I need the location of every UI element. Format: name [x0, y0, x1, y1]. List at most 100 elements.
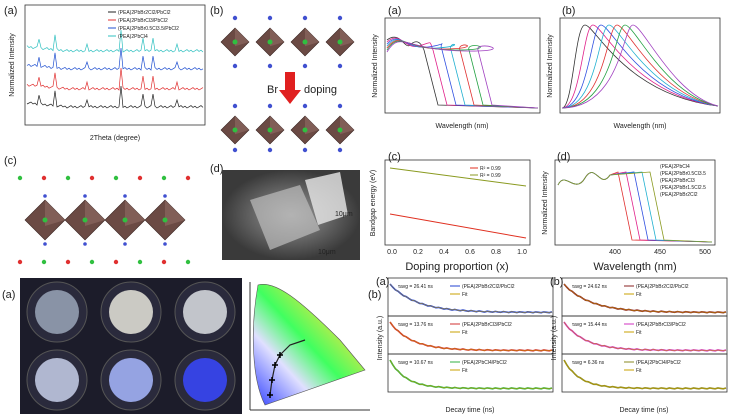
octahedron-face	[340, 116, 354, 135]
atom-pb	[232, 39, 238, 45]
atom-pb	[232, 127, 238, 133]
atom-pb	[337, 39, 343, 45]
curve	[561, 24, 719, 109]
atom	[302, 147, 308, 153]
x-tick-label: 0.6	[465, 249, 475, 256]
atom	[232, 147, 238, 153]
legend-entry: Fit	[636, 330, 642, 336]
atom	[123, 194, 127, 198]
atom	[267, 103, 273, 109]
plot-frame	[561, 353, 728, 393]
x-tick-label: 1.0	[517, 249, 527, 256]
x-tick-label: 450	[654, 249, 666, 256]
legend-entry: (PEA)2PbBrCl3/PbCl2	[118, 18, 168, 24]
curve	[386, 38, 539, 109]
octahedron-face	[340, 28, 354, 47]
curve	[561, 24, 719, 109]
atom	[41, 259, 47, 265]
curve	[561, 24, 719, 109]
plot-frame	[24, 4, 206, 126]
panel-label: (b)	[550, 276, 563, 288]
legend-entry: Fit	[636, 368, 642, 374]
atom-pb	[42, 217, 48, 223]
arrow-shaft	[285, 72, 295, 90]
legend-entry: (PEA)2PbBrCl3	[660, 178, 695, 184]
sample	[183, 290, 227, 334]
crystal	[250, 185, 320, 250]
curve	[26, 47, 204, 71]
curve	[389, 213, 527, 239]
plot-frame	[554, 159, 716, 246]
atom-pb	[302, 39, 308, 45]
legend-entry: R² = 0.99	[480, 173, 501, 179]
y-axis-label: Normalized Intensity	[372, 34, 379, 98]
atom	[163, 194, 167, 198]
legend-entry: (PEA)2PbBr0.5Cl3.5/PbCl2	[118, 26, 179, 32]
atom	[185, 259, 191, 265]
atom	[185, 175, 191, 181]
atom	[302, 15, 308, 21]
x-axis-label: Wavelength (nm)	[435, 123, 488, 130]
cie-point	[269, 377, 275, 383]
atom-pb	[162, 217, 168, 223]
legend-entry: Fit	[462, 330, 468, 336]
x-tick-label: 0.8	[491, 249, 501, 256]
atom	[337, 103, 343, 109]
atom	[89, 175, 95, 181]
legend-entry: (PEA)2PbCl4	[118, 34, 148, 40]
plot-frame	[384, 159, 531, 246]
curve	[26, 67, 204, 91]
panel-label: (c)	[388, 151, 401, 163]
curve	[26, 29, 204, 53]
octahedron-face	[165, 200, 185, 226]
y-axis-label: Normalized Intensity	[9, 33, 16, 97]
lifetime-label: τavg = 6.36 ns	[572, 360, 605, 366]
annotation: doping	[304, 84, 337, 96]
panel-label: (b)	[210, 5, 223, 17]
scale-bar-label: 10μm	[318, 249, 336, 256]
y-axis-label: Intensity (a.u.)	[377, 316, 384, 360]
x-tick-label: 0.2	[413, 249, 423, 256]
panel-label: (a)	[388, 5, 401, 17]
octahedron-face	[270, 28, 284, 47]
octahedron-face	[125, 200, 145, 226]
lifetime-label: τavg = 15.44 ns	[572, 322, 607, 328]
atom	[267, 15, 273, 21]
panel-label: (a)	[4, 5, 17, 17]
cie-point	[267, 392, 273, 398]
octahedron-face	[270, 116, 284, 135]
atom	[161, 175, 167, 181]
panel-label: (b)	[562, 5, 575, 17]
crystal	[305, 172, 348, 225]
panel-label: (d)	[557, 151, 570, 163]
curve	[386, 40, 539, 109]
octahedron-face	[45, 200, 65, 226]
curve	[389, 359, 553, 390]
legend-entry: (PEA)2PbBrCl3/PbCl2	[462, 322, 512, 328]
atom	[17, 259, 23, 265]
panel-label: (b)	[368, 289, 381, 301]
atom	[267, 63, 273, 69]
octahedron-face	[305, 28, 319, 47]
panel-label: (d)	[210, 163, 223, 175]
y-axis-label: Bandgap energy (eV)	[370, 170, 377, 237]
atom	[83, 194, 87, 198]
legend-entry: R² = 0.99	[480, 166, 501, 172]
sample	[109, 358, 153, 402]
curve	[389, 321, 553, 352]
cie-point	[277, 352, 283, 358]
panel-label: (a)	[2, 289, 15, 301]
atom	[232, 15, 238, 21]
legend-entry: (PEA)2PbBr2Cl2	[660, 192, 698, 198]
atom	[161, 259, 167, 265]
x-tick-label: 0.4	[439, 249, 449, 256]
legend-entry: Fit	[636, 292, 642, 298]
atom-pb	[302, 127, 308, 133]
atom-pb	[267, 39, 273, 45]
atom	[17, 175, 23, 181]
curve	[386, 41, 539, 109]
x-tick-label: 0.0	[387, 249, 397, 256]
curve	[386, 39, 539, 109]
lifetime-label: τavg = 26.41 ns	[398, 284, 433, 290]
atom	[113, 259, 119, 265]
